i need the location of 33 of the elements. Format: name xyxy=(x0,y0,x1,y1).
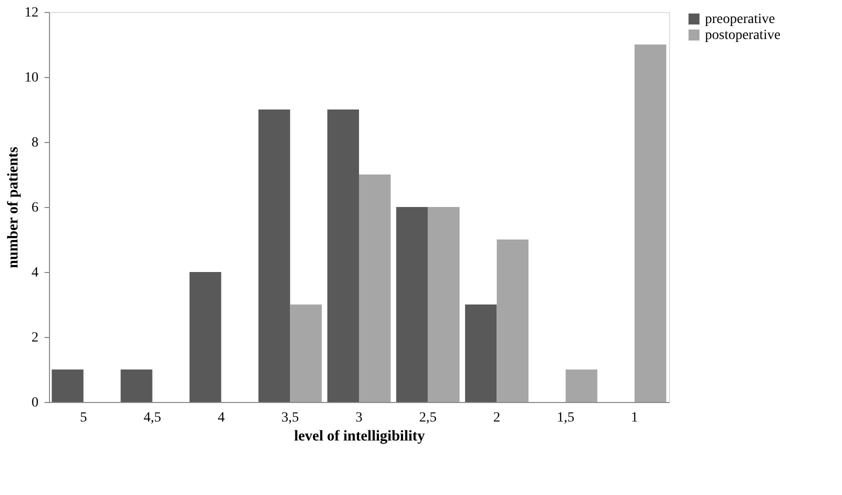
bar xyxy=(496,240,528,402)
x-tick-label: 1,5 xyxy=(556,410,574,426)
bar xyxy=(396,207,428,402)
legend-label: postoperative xyxy=(705,28,780,43)
bar xyxy=(359,174,391,402)
bar xyxy=(120,370,152,402)
bar xyxy=(52,370,84,402)
bar xyxy=(290,304,322,402)
y-tick-label: 12 xyxy=(24,6,38,20)
x-tick-label: 4 xyxy=(218,410,225,426)
y-tick-label: 6 xyxy=(32,200,38,216)
legend-label: preoperative xyxy=(705,12,775,27)
x-axis-title: level of intelligibility xyxy=(294,428,426,444)
bar xyxy=(190,272,222,402)
y-axis-title: number of patients xyxy=(6,146,22,268)
x-tick-label: 2 xyxy=(493,410,500,426)
x-tick-label: 4,5 xyxy=(144,410,162,426)
y-tick-label: 0 xyxy=(32,396,38,410)
bar xyxy=(327,110,359,402)
bar xyxy=(634,44,666,402)
x-tick-label: 3,5 xyxy=(281,410,299,426)
bar xyxy=(465,304,497,402)
x-tick-label: 2,5 xyxy=(419,410,437,426)
bar xyxy=(258,110,290,402)
x-tick-label: 5 xyxy=(80,410,87,426)
bar xyxy=(566,370,598,402)
x-tick-label: 3 xyxy=(356,410,362,426)
y-tick-label: 8 xyxy=(32,136,38,150)
y-tick-label: 10 xyxy=(24,70,38,86)
bar xyxy=(428,207,460,402)
x-tick-label: 1 xyxy=(631,410,638,426)
y-tick-label: 2 xyxy=(32,330,38,346)
y-tick-label: 4 xyxy=(32,266,38,280)
